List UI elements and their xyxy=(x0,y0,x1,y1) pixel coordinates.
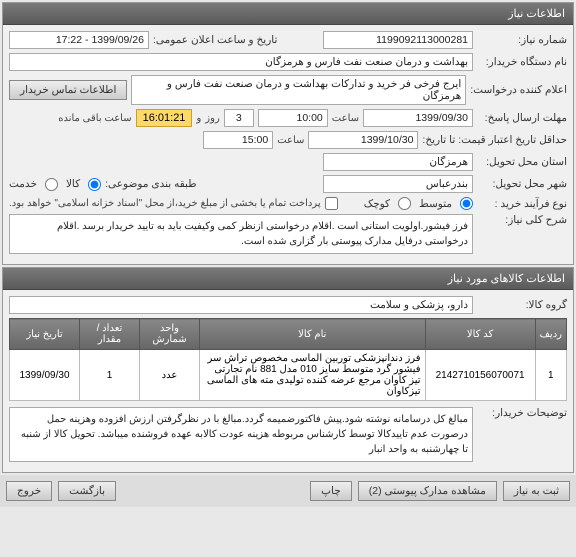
requester-label: اعلام کننده درخواست: xyxy=(470,84,567,96)
items-table: ردیف کد کالا نام کالا واحد شمارش تعداد /… xyxy=(9,318,567,401)
buyer-org-field: بهداشت و درمان صنعت نفت فارس و هرمزگان xyxy=(9,53,473,71)
saat-label-2: ساعت xyxy=(277,135,304,146)
buyer-notes-field: مبالغ کل درسامانه نوشته شود.پیش فاکتورضم… xyxy=(9,407,473,462)
category-radios: کالا خدمت xyxy=(9,178,101,191)
cat-goods-label: کالا xyxy=(66,178,80,190)
exit-button[interactable]: خروج xyxy=(6,481,52,501)
main-panel-title: اطلاعات نیاز xyxy=(3,3,573,25)
deadline-date-field: 1399/09/30 xyxy=(363,109,473,127)
group-label: گروه کالا: xyxy=(477,299,567,311)
process-radios: متوسط کوچک xyxy=(364,197,473,210)
delivery-city-label: شهر محل تحویل: xyxy=(477,178,567,190)
cell-idx: 1 xyxy=(535,350,566,401)
deadline-time-field: 10:00 xyxy=(258,109,328,127)
category-label: طبقه بندی موضوعی: xyxy=(105,178,196,190)
th-name: نام کالا xyxy=(200,319,426,350)
proc-med-label: متوسط xyxy=(419,198,452,210)
requester-field: ایرج فرخی فر خرید و تدارکات بهداشت و درم… xyxy=(131,75,466,105)
cat-service-radio[interactable] xyxy=(45,178,58,191)
buyer-org-label: نام دستگاه خریدار: xyxy=(477,56,567,68)
new-need-button[interactable]: ثبت به نیاز xyxy=(503,481,570,501)
group-field: دارو، پزشکی و سلامت xyxy=(9,296,473,314)
buyer-notes-label: توضیحات خریدار: xyxy=(477,407,567,419)
main-panel: اطلاعات نیاز شماره نیاز: 119909211300028… xyxy=(2,2,574,265)
th-idx: ردیف xyxy=(535,319,566,350)
proc-med-radio[interactable] xyxy=(460,197,473,210)
proc-small-label: کوچک xyxy=(364,198,390,210)
print-button[interactable]: چاپ xyxy=(310,481,352,501)
main-panel-body: شماره نیاز: 1199092113000281 تاریخ و ساع… xyxy=(3,25,573,264)
back-button[interactable]: بازگشت xyxy=(58,481,116,501)
deadline-label: مهلت ارسال پاسخ: xyxy=(477,112,567,124)
cell-qty: 1 xyxy=(80,350,140,401)
summary-label: شرح کلی نیاز: xyxy=(477,214,567,226)
validity-time-field: 15:00 xyxy=(203,131,273,149)
need-no-label: شماره نیاز: xyxy=(477,34,567,46)
delivery-city-field: بندرعباس xyxy=(323,175,473,193)
cell-name: فرز دندانپزشکی توربین الماسی مخصوص تراش … xyxy=(200,350,426,401)
validity-label: حداقل تاریخ اعتبار قیمت: تا تاریخ: xyxy=(422,134,567,146)
treasury-checkbox-row: پرداخت تمام یا بخشی از مبلغ خرید،از محل … xyxy=(9,197,338,210)
delivery-prov-field: هرمزگان xyxy=(323,153,473,171)
days-count-field: 3 xyxy=(224,109,254,127)
items-panel: اطلاعات کالاهای مورد نیاز گروه کالا: دار… xyxy=(2,267,574,473)
validity-date-field: 1399/10/30 xyxy=(308,131,418,149)
table-header-row: ردیف کد کالا نام کالا واحد شمارش تعداد /… xyxy=(10,319,567,350)
saat-label-1: ساعت xyxy=(332,113,359,124)
th-code: کد کالا xyxy=(425,319,535,350)
items-panel-body: گروه کالا: دارو، پزشکی و سلامت ردیف کد ک… xyxy=(3,290,573,472)
remain-label: ساعت باقی مانده xyxy=(58,113,131,124)
cell-date: 1399/09/30 xyxy=(10,350,80,401)
attachments-button[interactable]: مشاهده مدارک پیوستی (2) xyxy=(358,481,497,501)
th-unit: واحد شمارش xyxy=(140,319,200,350)
treasury-checkbox[interactable] xyxy=(325,197,338,210)
roz-label: روز xyxy=(205,113,220,124)
timer-field: 16:01:21 xyxy=(136,109,193,127)
cell-code: 2142710156070071 xyxy=(425,350,535,401)
cat-service-label: خدمت xyxy=(9,178,37,190)
footer-toolbar: ثبت به نیاز مشاهده مدارک پیوستی (2) چاپ … xyxy=(0,475,576,507)
cell-unit: عدد xyxy=(140,350,200,401)
proc-small-radio[interactable] xyxy=(398,197,411,210)
cat-goods-radio[interactable] xyxy=(88,178,101,191)
process-label: نوع فرآیند خرید : xyxy=(477,198,567,210)
delivery-prov-label: استان محل تحویل: xyxy=(477,156,567,168)
announce-field: 1399/09/26 - 17:22 xyxy=(9,31,149,49)
need-no-field: 1199092113000281 xyxy=(323,31,473,49)
announce-label: تاریخ و ساعت اعلان عمومی: xyxy=(153,34,277,46)
treasury-text: پرداخت تمام یا بخشی از مبلغ خرید،از محل … xyxy=(9,198,321,209)
contact-button[interactable]: اطلاعات تماس خریدار xyxy=(9,80,127,100)
th-date: تاریخ نیاز xyxy=(10,319,80,350)
va-label: و xyxy=(196,113,201,124)
items-panel-title: اطلاعات کالاهای مورد نیاز xyxy=(3,268,573,290)
th-qty: تعداد / مقدار xyxy=(80,319,140,350)
table-row: 1 2142710156070071 فرز دندانپزشکی توربین… xyxy=(10,350,567,401)
summary-field: فرز فیشور.اولویت استانی است .اقلام درخوا… xyxy=(9,214,473,254)
